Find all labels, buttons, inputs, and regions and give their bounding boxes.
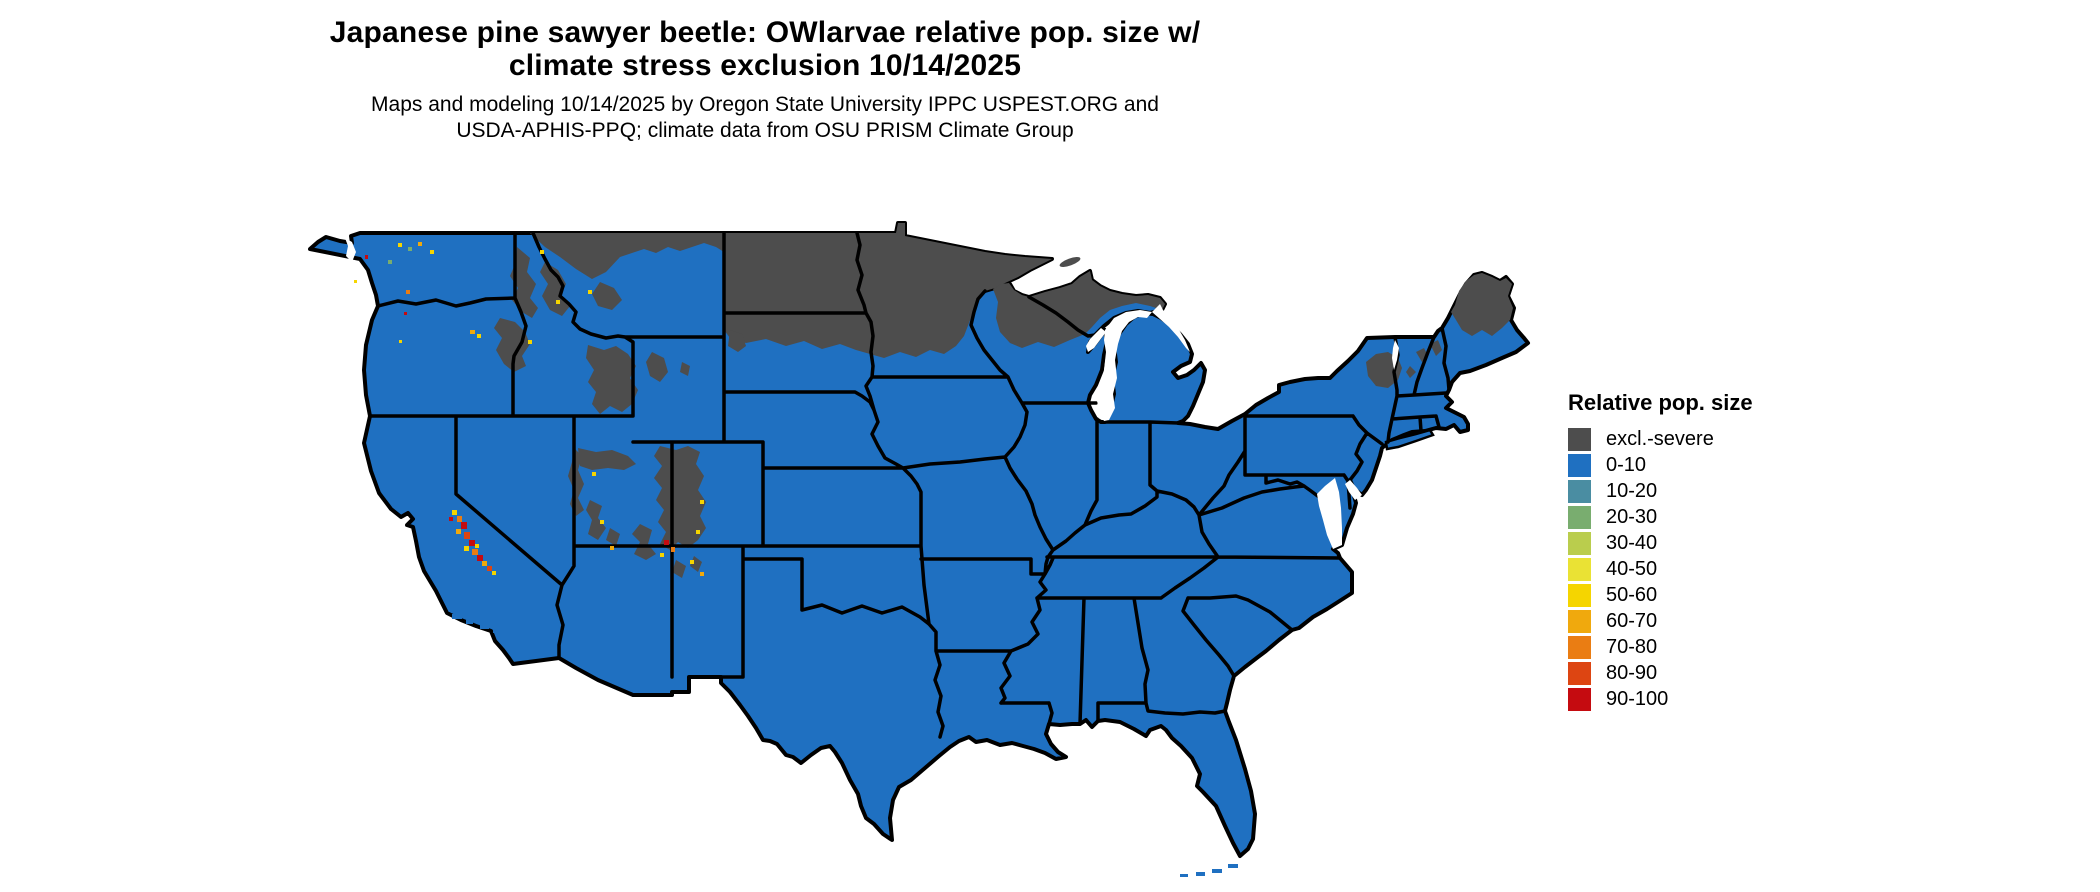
exclusion-wyoming-mountains <box>586 345 690 414</box>
legend-item: 60-70 <box>1568 608 1753 634</box>
legend-item: 0-10 <box>1568 452 1753 478</box>
map-subtitle: Maps and modeling 10/14/2025 by Oregon S… <box>0 92 1530 144</box>
legend-color-swatch <box>1568 505 1591 529</box>
legend-title: Relative pop. size <box>1568 390 1753 415</box>
sierra-nevada-hotspots <box>449 510 496 575</box>
legend-item: 50-60 <box>1568 582 1753 608</box>
green-bay <box>1086 328 1106 352</box>
washington-hotspots <box>354 242 434 343</box>
northern-rockies-hotspots <box>470 250 592 344</box>
channel-islands <box>452 614 500 633</box>
map-title: Japanese pine sawyer beetle: OWlarvae re… <box>0 16 1530 82</box>
legend-item-label: 50-60 <box>1606 583 1658 606</box>
legend-item-label: 30-40 <box>1606 531 1658 554</box>
legend-color-swatch <box>1568 609 1591 633</box>
map-title-line2: climate stress exclusion 10/14/2025 <box>508 49 1022 82</box>
lake-michigan <box>1097 310 1152 421</box>
legend-color-swatch <box>1568 453 1591 477</box>
legend-item-label: 60-70 <box>1606 609 1658 632</box>
legend-item-label: 70-80 <box>1606 635 1658 658</box>
southern-rockies-hotspots <box>592 472 704 576</box>
legend-color-swatch <box>1568 427 1591 451</box>
exclusion-black-hills <box>728 330 746 352</box>
map-subtitle-line1: Maps and modeling 10/14/2025 by Oregon S… <box>371 93 1159 116</box>
legend-item: 90-100 <box>1568 686 1753 712</box>
legend-item-label: 20-30 <box>1606 505 1658 528</box>
map-subtitle-line2: USDA-APHIS-PPQ; climate data from OSU PR… <box>456 119 1074 142</box>
legend-item-label: 90-100 <box>1606 687 1669 710</box>
legend-item-label: excl.-severe <box>1606 427 1714 450</box>
legend-item-label: 0-10 <box>1606 453 1647 476</box>
legend-items: excl.-severe 0-10 10-20 20-30 30-40 40-5… <box>1568 426 1753 712</box>
legend-item: 10-20 <box>1568 478 1753 504</box>
long-island <box>1384 428 1435 451</box>
map-title-line1: Japanese pine sawyer beetle: OWlarvae re… <box>329 16 1201 49</box>
legend-color-swatch <box>1568 583 1591 607</box>
legend-item-label: 10-20 <box>1606 479 1658 502</box>
great-lakes-and-bays <box>345 238 1399 549</box>
legend-color-swatch <box>1568 557 1591 581</box>
legend-color-swatch <box>1568 635 1591 659</box>
legend-color-swatch <box>1568 479 1591 503</box>
legend-color-swatch <box>1568 661 1591 685</box>
legend-color-swatch <box>1568 531 1591 555</box>
legend-item: 80-90 <box>1568 660 1753 686</box>
legend-item: excl.-severe <box>1568 426 1753 452</box>
exclusion-northern-maine <box>1451 273 1513 336</box>
mackinac-strait <box>1152 304 1190 352</box>
chesapeake-bay <box>1317 478 1342 549</box>
legend-item: 70-80 <box>1568 634 1753 660</box>
population-hotspots <box>354 242 704 576</box>
puget-sound <box>345 238 356 262</box>
legend-item-label: 40-50 <box>1606 557 1658 580</box>
legend-color-swatch <box>1568 687 1591 711</box>
exclusion-wisconsin-upper-michigan <box>993 271 1165 348</box>
legend-item: 40-50 <box>1568 556 1753 582</box>
exclusion-idaho-mountains <box>494 318 530 372</box>
delaware-bay <box>1345 480 1362 500</box>
isle-royale <box>1059 257 1081 267</box>
legend: Relative pop. size excl.-severe 0-10 10-… <box>1568 390 1753 712</box>
state-borders <box>368 231 1451 739</box>
lake-champlain <box>1392 340 1399 370</box>
legend-item: 20-30 <box>1568 504 1753 530</box>
florida-keys <box>1180 864 1238 877</box>
legend-item: 30-40 <box>1568 530 1753 556</box>
exclusion-regions <box>494 223 1513 578</box>
legend-item-label: 80-90 <box>1606 661 1658 684</box>
exclusion-northern-plains <box>530 223 1052 358</box>
